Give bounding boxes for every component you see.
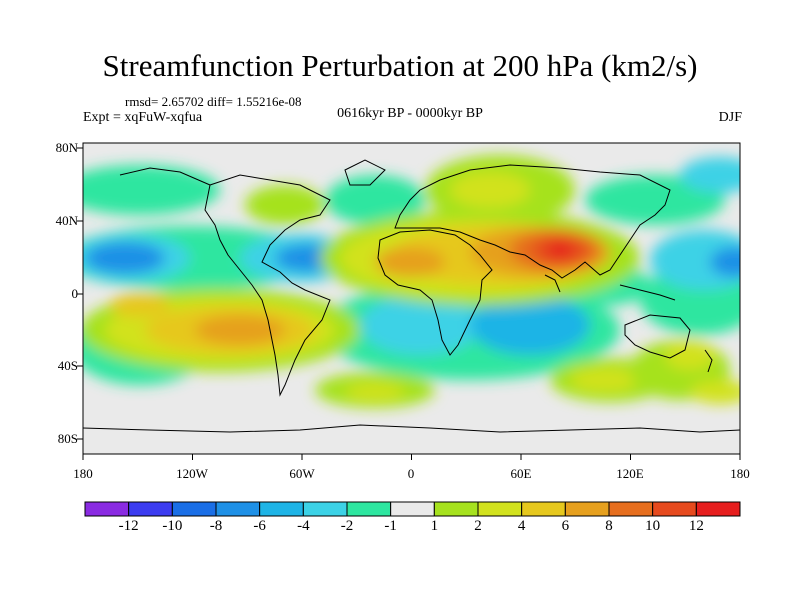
- lat-label: 40S: [57, 358, 78, 373]
- axis-ticks: [77, 147, 741, 460]
- map-area: [83, 143, 740, 454]
- americas-outline: [204, 174, 331, 397]
- colorbar-box: [477, 501, 523, 517]
- india-outline: [544, 274, 561, 293]
- colorbar-box: [695, 501, 741, 517]
- colorbar-box: [433, 501, 479, 517]
- colorbar-box: [128, 501, 173, 517]
- colorbar-box: [608, 501, 654, 517]
- lat-label: 80S: [57, 431, 78, 446]
- colorbar-label: 6: [561, 518, 570, 534]
- colorbar-box: [564, 501, 610, 517]
- plot-title: Streamfunction Perturbation at 200 hPa (…: [102, 48, 698, 83]
- experiment-label: Expt = xqFuW-xqfua: [83, 110, 203, 125]
- colorbar-box: [171, 501, 217, 517]
- colorbar-label: 10: [645, 518, 661, 534]
- colorbar-box: [215, 501, 261, 517]
- africa-outline: [377, 229, 493, 356]
- alaska-outline: [119, 167, 211, 186]
- contour-fills: [83, 155, 740, 408]
- antarctica-outline: [83, 424, 740, 433]
- colorbar-label: 12: [688, 518, 704, 534]
- colorbar-boxes: [84, 501, 741, 517]
- colorbar-label: -6: [253, 518, 266, 534]
- colorbar-label: -8: [209, 518, 223, 534]
- colorbar-box: [259, 501, 304, 517]
- colorbar-label: -2: [340, 518, 354, 534]
- lon-label: 180: [730, 466, 750, 481]
- colorbar-label: 8: [605, 518, 613, 534]
- season-label: DJF: [718, 110, 742, 125]
- colorbar-label: -10: [162, 518, 183, 534]
- lon-label: 120W: [176, 466, 208, 481]
- colorbar-box: [521, 501, 566, 517]
- lon-label: 120E: [616, 466, 644, 481]
- colorbar-label: 1: [430, 518, 439, 534]
- lat-label: 0: [71, 286, 79, 301]
- period-label: 0616kyr BP - 0000kyr BP: [337, 106, 483, 121]
- stats-text: rmsd= 2.65702 diff= 1.55216e-08: [125, 94, 302, 109]
- lon-label: 180: [73, 466, 93, 481]
- colorbar-label: -4: [297, 518, 310, 534]
- lon-label: 60W: [289, 466, 315, 481]
- indonesia-outline: [619, 284, 676, 301]
- colorbar-box: [652, 501, 697, 517]
- colorbar-box: [390, 501, 435, 517]
- lon-label: 60E: [510, 466, 532, 481]
- colorbar-box: [84, 501, 130, 517]
- lat-label: 40N: [55, 213, 78, 228]
- colorbar-label: -1: [384, 518, 397, 534]
- colorbar-label: 2: [474, 518, 482, 534]
- coastlines: [83, 159, 740, 433]
- colorbar-label: 4: [517, 518, 526, 534]
- greenland-outline: [344, 159, 386, 186]
- new-zealand-outline: [704, 349, 713, 373]
- australia-outline: [624, 314, 691, 359]
- eurasia-outline: [394, 164, 671, 279]
- colorbar-box: [302, 501, 348, 517]
- lat-label: 80N: [55, 140, 78, 155]
- colorbar-box: [346, 501, 392, 517]
- lon-label: 0: [407, 466, 415, 481]
- colorbar-label: -12: [118, 518, 139, 534]
